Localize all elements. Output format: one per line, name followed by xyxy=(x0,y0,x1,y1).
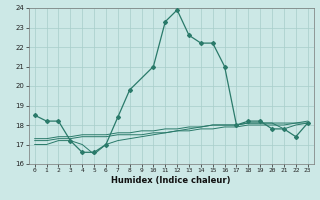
X-axis label: Humidex (Indice chaleur): Humidex (Indice chaleur) xyxy=(111,176,231,185)
